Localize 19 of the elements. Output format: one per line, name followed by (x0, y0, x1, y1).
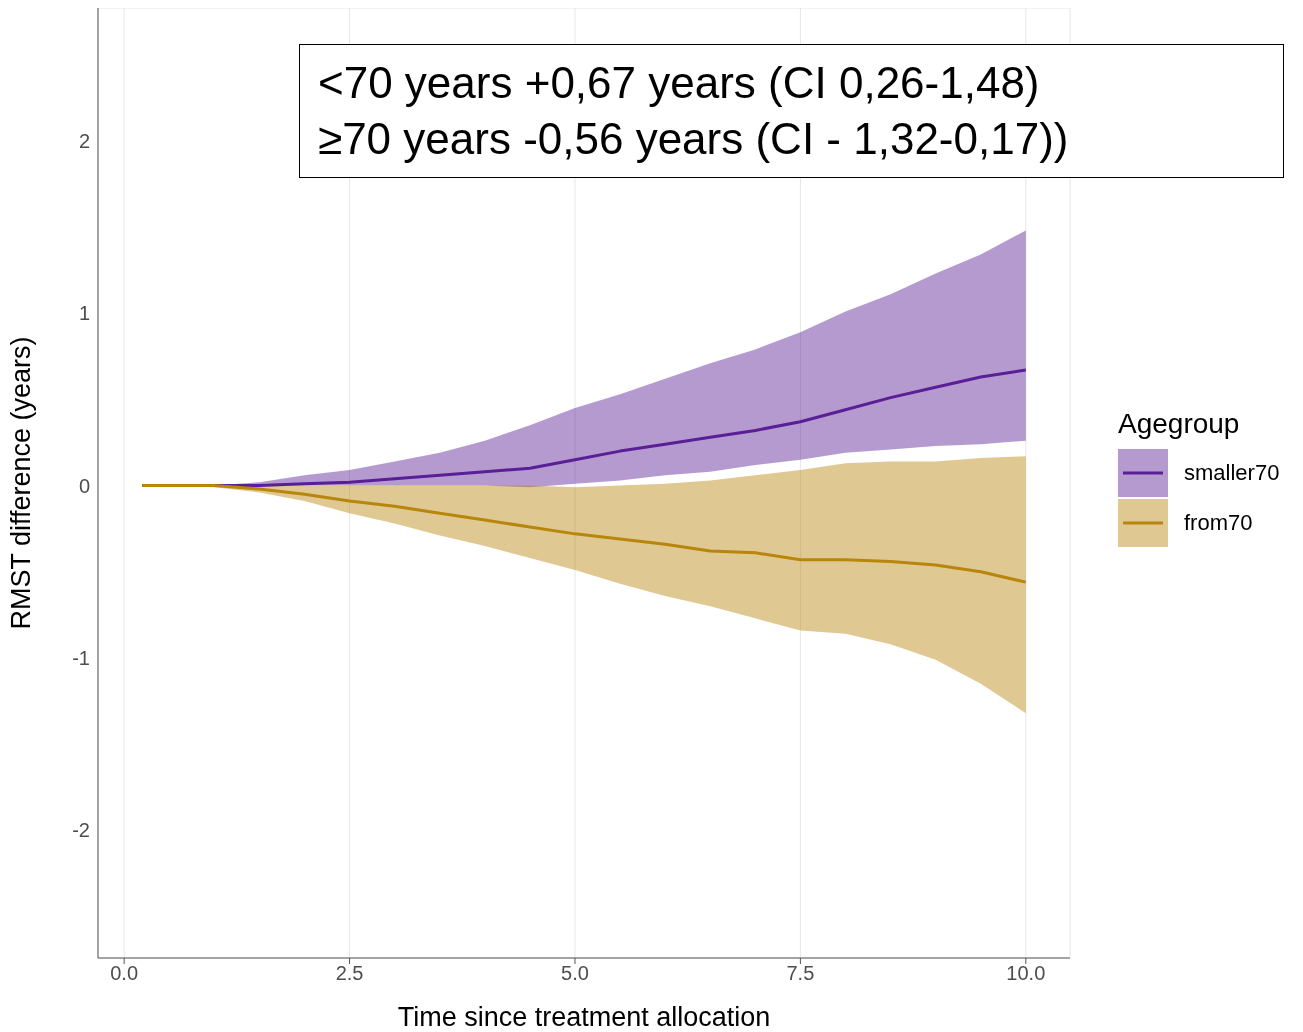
y-tick-label: -1 (72, 647, 90, 669)
x-tick-label: 2.5 (335, 962, 364, 985)
x-tick-label: 10.0 (1006, 962, 1046, 985)
legend-label: from70 (1184, 510, 1253, 536)
y-tick-label: 0 (78, 474, 90, 497)
x-tick-label: 5.0 (561, 962, 589, 985)
line-series (140, 484, 1028, 584)
legend-label: smaller70 (1184, 460, 1280, 486)
y-axis-title: RMST difference (years) (5, 336, 36, 630)
text-box: <70 years +0,67 years (CI 0,26-1,48) ≥70 years -0,56 years (CI - 1,32-0,17)) (299, 44, 1284, 178)
legend-title: Agegroup (1118, 408, 1241, 440)
x-axis-title: Time since treatment allocation (397, 1002, 771, 1032)
y-tick-label: 1 (78, 302, 90, 325)
x-tick-label: 0.0 (110, 962, 139, 985)
annotation: <70 years +0,67 years (CI 0,26-1,48) (318, 57, 1041, 109)
y-tick-label: 2 (78, 129, 90, 152)
annotation: ≥70 years -0,56 years (CI - 1,32-0,17)) (318, 113, 1070, 165)
x-tick-label: 7.5 (786, 962, 815, 985)
y-tick-label: -2 (72, 819, 90, 842)
